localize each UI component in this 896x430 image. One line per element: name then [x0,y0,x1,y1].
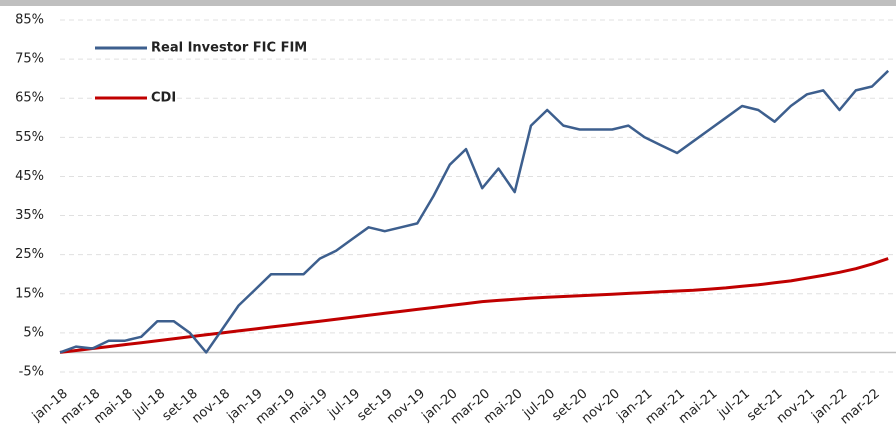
y-tick-label: 75% [15,52,44,67]
y-tick-label: 65% [15,91,44,106]
y-tick-label: -5% [19,365,44,380]
y-tick-label: 5% [23,325,44,340]
series-line [59,257,889,354]
legend-label: CDI [151,91,176,106]
legend-label: Real Investor FIC FIM [151,41,307,56]
y-tick-label: 35% [15,208,44,223]
header-bar [0,0,896,6]
y-tick-label: 55% [15,130,44,145]
y-tick-label: 85% [15,13,44,28]
series-line [59,69,890,354]
y-tick-label: 15% [15,286,44,301]
y-tick-label: 25% [15,247,44,262]
y-tick-label: 45% [15,169,44,184]
